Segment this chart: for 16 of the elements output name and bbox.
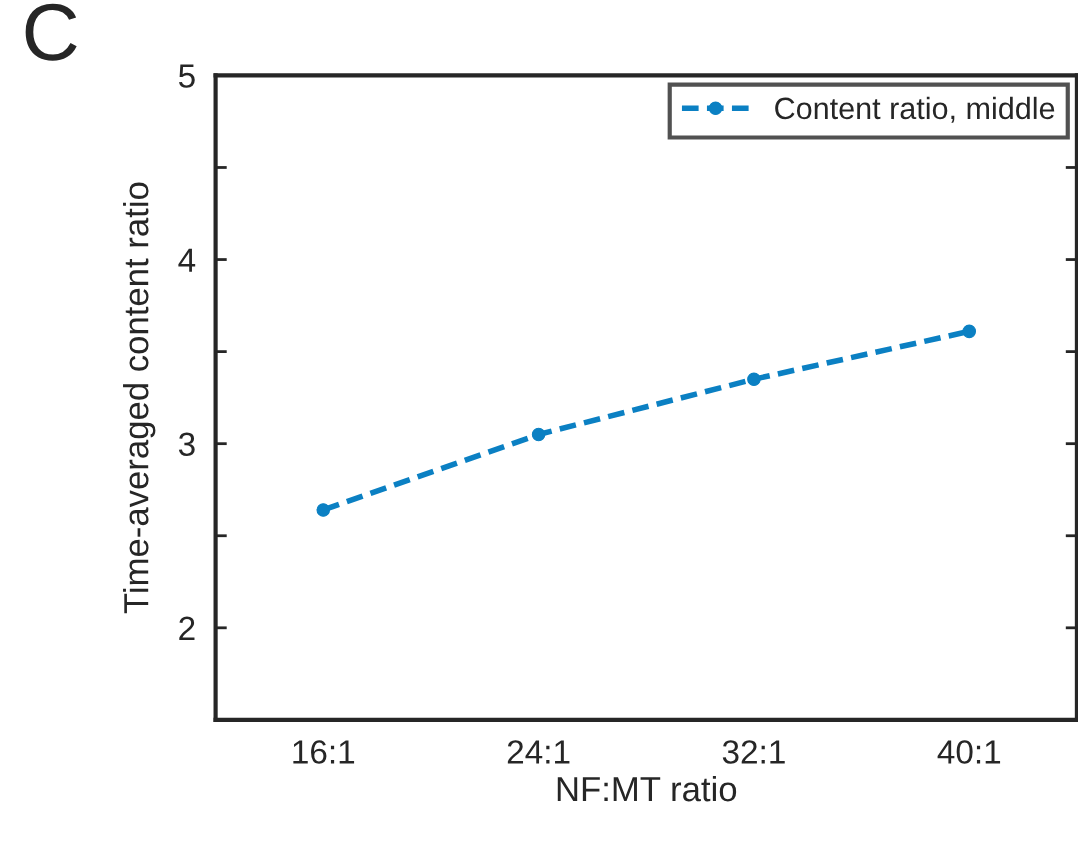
- point: [962, 324, 977, 339]
- y-tick-label: 5: [178, 64, 195, 88]
- x-tick-label: 32:1: [722, 740, 785, 764]
- y-tick-label: 4: [178, 248, 196, 272]
- y-tick-label: 3: [178, 432, 195, 457]
- y-axis-title: Time-averaged content ratio: [123, 182, 156, 614]
- point: [747, 372, 761, 386]
- x-tick-label: 16:1: [293, 740, 355, 764]
- x-tick-label: 40:1: [937, 740, 1001, 764]
- x-axis-title: NF:MT ratio: [557, 775, 737, 802]
- y-tick-label: 2: [179, 616, 195, 640]
- x-tick-label: 24:1: [507, 740, 570, 764]
- text: C: [25, 3, 77, 61]
- legend-label: Content ratio, middle: [775, 96, 1055, 123]
- point: [531, 427, 546, 442]
- point: [316, 503, 331, 517]
